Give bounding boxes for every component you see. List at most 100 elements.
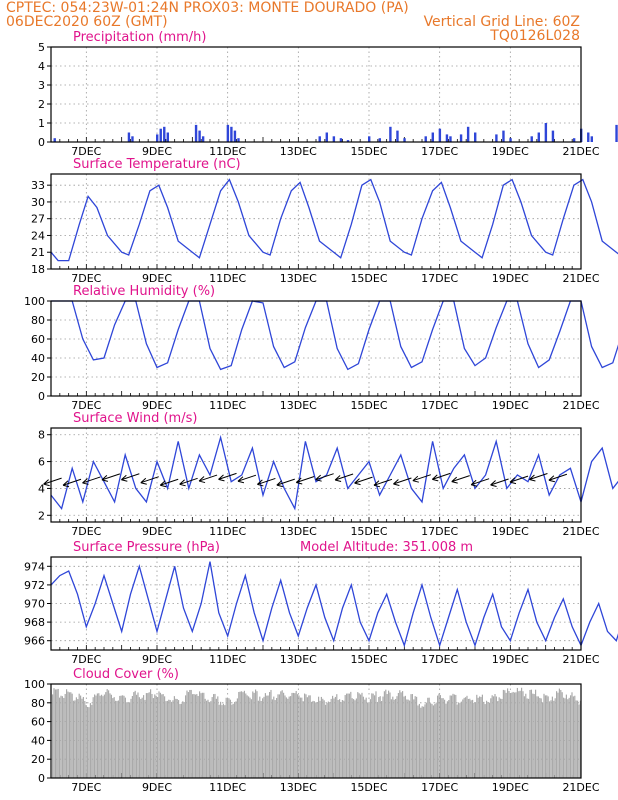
cloud-bar <box>320 696 322 778</box>
cloud-bar <box>346 693 348 778</box>
cloud-bar <box>81 698 83 778</box>
panel-5: Surface Pressure (hPa) 966 968 970 972 974 7DE… <box>24 540 618 666</box>
x-tick-label: 11DEC <box>209 653 246 666</box>
cloud-bar <box>238 691 240 778</box>
series-line <box>50 178 618 262</box>
cloud-bar <box>427 697 429 778</box>
cloud-bar <box>431 703 433 778</box>
cloud-bar <box>386 694 388 778</box>
cloud-bar <box>315 702 317 778</box>
cloud-bar <box>414 696 416 778</box>
precip-bar <box>131 136 134 142</box>
model-altitude: Model Altitude: 351.008 m <box>300 540 473 555</box>
wind-arrow <box>431 472 451 482</box>
cloud-bar <box>217 696 219 778</box>
precip-bar <box>201 136 205 142</box>
x-tick-label: 9DEC <box>142 399 172 412</box>
cloud-bar <box>445 703 447 778</box>
header-station: CPTEC: 054:23W-01:24N PROX03: MONTE DOUR… <box>6 0 409 16</box>
x-tick-label: 17DEC <box>421 781 458 794</box>
precip-bar <box>346 140 350 142</box>
precip-bar <box>502 130 505 142</box>
cloud-bar <box>532 693 534 778</box>
cloud-bar <box>518 691 520 778</box>
cloud-bar <box>280 691 282 778</box>
cloud-bar <box>542 702 544 778</box>
precip-bar <box>194 124 198 142</box>
cloud-bar <box>389 692 391 778</box>
cloud-bar <box>564 698 566 778</box>
cloud-bar <box>88 707 90 778</box>
cloud-bar <box>483 701 485 778</box>
y-tick-label: 3 <box>38 79 45 92</box>
y-tick-label: 2 <box>38 509 45 522</box>
cloud-bar <box>537 696 539 778</box>
cloud-bar <box>171 701 173 778</box>
cloud-bar <box>355 698 357 778</box>
x-tick-label: 19DEC <box>492 525 529 538</box>
precip-bar <box>159 128 162 142</box>
cloud-bar <box>117 700 119 778</box>
cloud-bar <box>192 694 194 778</box>
cloud-bar <box>210 701 212 778</box>
cloud-bar <box>256 691 258 778</box>
x-tick-label: 19DEC <box>492 399 529 412</box>
panel-frame <box>50 46 582 143</box>
x-tick-label: 13DEC <box>280 145 317 158</box>
cloud-bar <box>63 697 65 778</box>
wind-arrow <box>334 473 354 482</box>
cloud-bar <box>147 693 149 778</box>
cloud-bar <box>96 693 98 778</box>
cloud-bar <box>546 695 548 778</box>
cloud-bar <box>571 692 573 778</box>
cloud-bar <box>567 699 569 778</box>
cloud-bar <box>423 706 425 778</box>
cloud-bar <box>299 697 301 778</box>
x-tick-label: 15DEC <box>350 525 387 538</box>
cloud-bar <box>85 705 87 778</box>
precip-bar <box>466 126 470 142</box>
cloud-bar <box>490 698 492 778</box>
cloud-bar <box>364 699 366 778</box>
y-tick-label: 80 <box>31 314 45 327</box>
y-tick-label: 5 <box>38 41 45 54</box>
cloud-bar <box>353 699 355 778</box>
cloud-bar <box>158 691 160 778</box>
cloud-bar <box>248 696 250 778</box>
cloud-bar <box>549 701 551 778</box>
y-tick-label: 27 <box>31 213 45 226</box>
x-tick-label: 21DEC <box>562 525 599 538</box>
cloud-bar <box>487 702 489 778</box>
cloud-bar <box>438 693 440 778</box>
cloud-bar <box>530 689 532 778</box>
y-tick-label: 4 <box>38 60 45 73</box>
cloud-bar <box>178 700 180 778</box>
cloud-bar <box>152 698 154 778</box>
y-tick-label: 40 <box>31 352 45 365</box>
cloud-bar <box>410 694 412 778</box>
cloud-bar <box>124 697 126 778</box>
cloud-bar <box>515 692 517 778</box>
cloud-bar <box>420 707 422 778</box>
cloud-bar <box>501 698 503 778</box>
cloud-bar <box>550 700 552 778</box>
cloud-bar <box>59 697 61 778</box>
cloud-bar <box>437 695 439 778</box>
cloud-bar <box>330 698 332 778</box>
panel-title: Precipitation (mm/h) <box>73 30 206 45</box>
cloud-bar <box>563 697 565 778</box>
cloud-bar <box>575 700 577 778</box>
cloud-bar <box>411 694 413 778</box>
precip-bar <box>445 134 449 142</box>
x-tick-label: 9DEC <box>142 653 172 666</box>
x-tick-label: 15DEC <box>350 653 387 666</box>
x-tick-label: 9DEC <box>142 525 172 538</box>
x-tick-label: 21DEC <box>562 272 599 285</box>
x-tick-label: 11DEC <box>209 145 246 158</box>
cloud-bar <box>263 696 265 778</box>
cloud-bar <box>95 695 97 778</box>
cloud-bar <box>143 695 145 778</box>
cloud-bar <box>557 692 559 778</box>
x-tick-label: 7DEC <box>71 145 101 158</box>
